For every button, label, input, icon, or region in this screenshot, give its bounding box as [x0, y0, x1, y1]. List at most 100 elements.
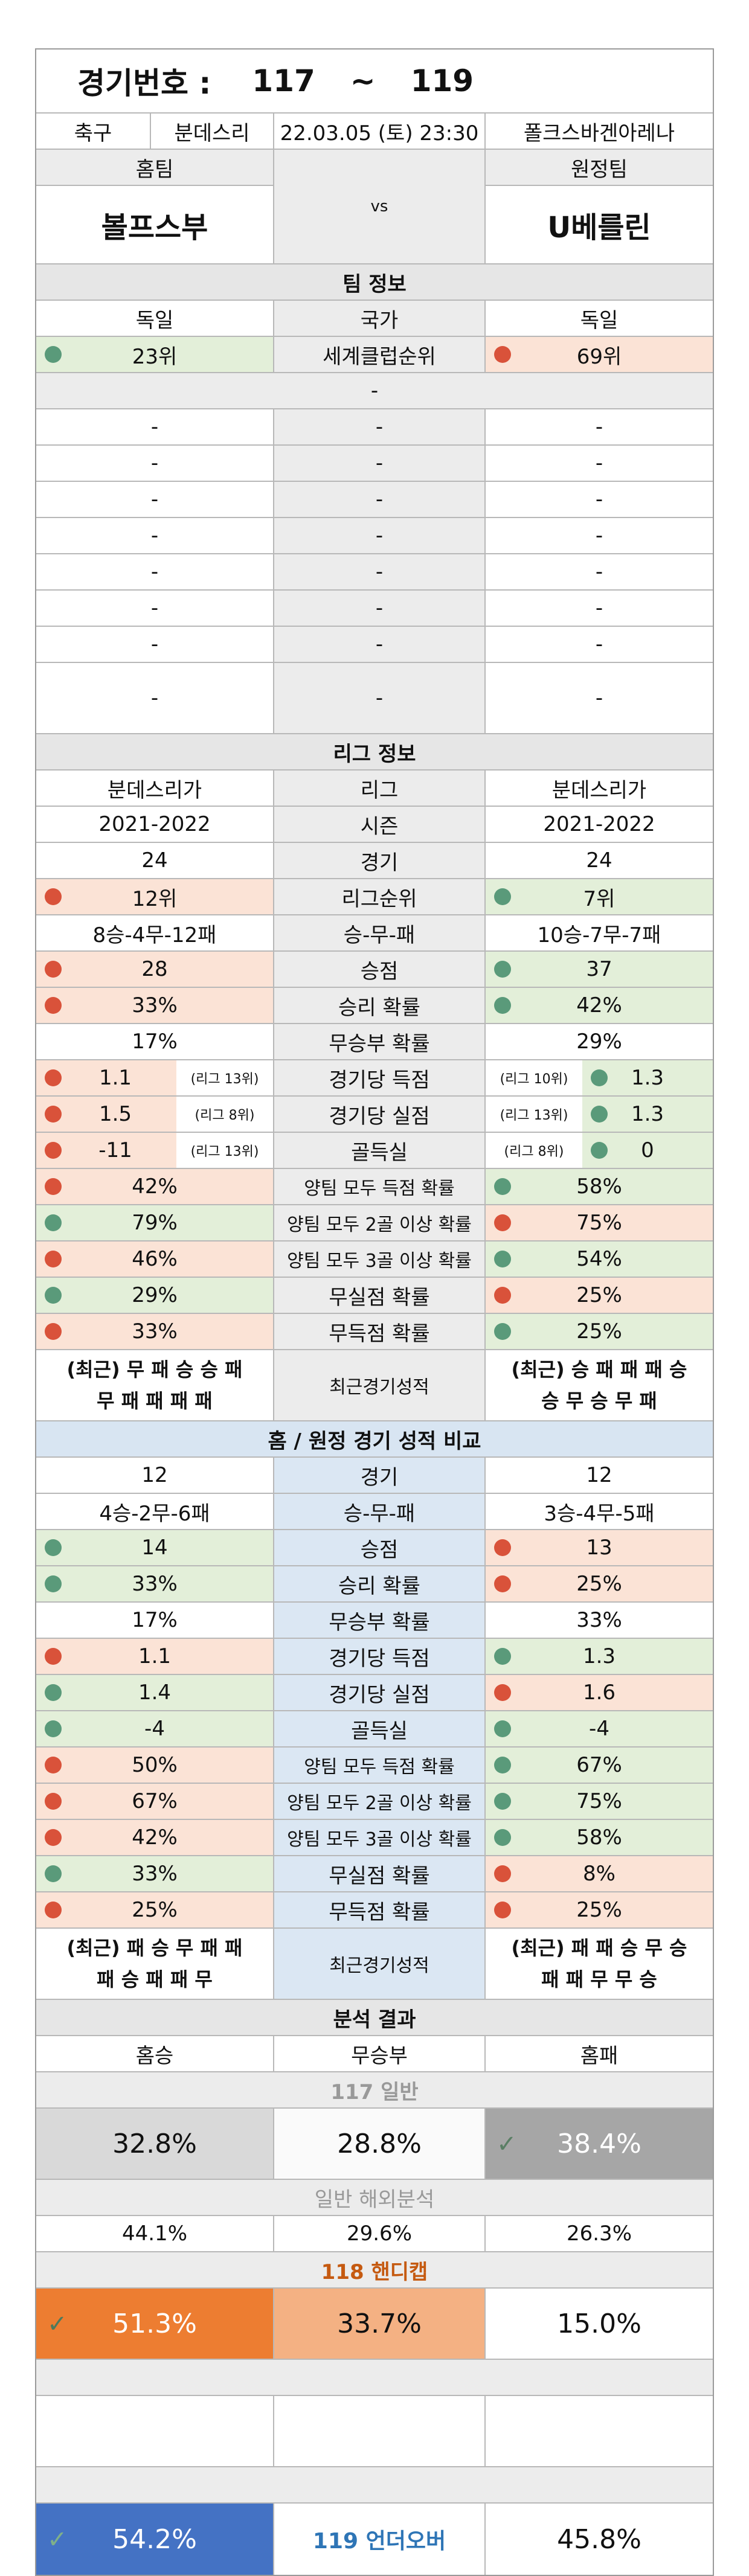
- status-dot: [494, 1757, 511, 1773]
- away-value: -: [595, 451, 603, 475]
- home-value: 12: [141, 1463, 168, 1487]
- away-value: 7위: [583, 886, 616, 911]
- home-team-label: 홈팀: [36, 150, 273, 186]
- match-number-header: 경기번호 : 117 ~ 119: [36, 50, 713, 114]
- home-loss-label: 홈패: [580, 2043, 619, 2068]
- stat-row: 1.5 (리그 8위) 경기당 실점 (리그 13위) 1.3: [36, 1097, 713, 1133]
- underover-title: 119 언더오버: [274, 2504, 486, 2575]
- home-value: 1.1: [138, 1644, 172, 1668]
- stat-row: 33% 무득점 확률 25%: [36, 1314, 713, 1350]
- teams-block: 홈팀 볼프스부 vs 원정팀 U베를린: [36, 150, 713, 264]
- sport: 축구: [36, 114, 151, 149]
- home-value: -: [36, 663, 274, 733]
- general-home-pct: 32.8%: [36, 2109, 274, 2179]
- row-label: 경기: [274, 1458, 486, 1493]
- status-dot: [45, 1648, 62, 1665]
- home-value: 12위: [132, 886, 178, 911]
- home-value: 50%: [132, 1753, 178, 1777]
- away-value: 8%: [583, 1862, 616, 1886]
- status-dot: [494, 1323, 511, 1340]
- away-value: -: [595, 596, 603, 620]
- stat-row: 17% 무승부 확률 33%: [36, 1603, 713, 1639]
- status-dot: [494, 1829, 511, 1846]
- overseas-draw-pct: 29.6%: [274, 2216, 486, 2251]
- overseas-title-row: 일반 해외분석: [36, 2180, 713, 2216]
- status-dot: [45, 1865, 62, 1882]
- overseas-title: 일반 해외분석: [36, 2180, 713, 2215]
- overseas-home-pct: 44.1%: [36, 2216, 274, 2251]
- home-country: 독일: [36, 301, 274, 336]
- row-label: 승점: [274, 952, 486, 987]
- row-label: 양팀 모두 3골 이상 확률: [274, 1242, 486, 1277]
- world-rank-label: 세계클럽순위: [274, 337, 486, 372]
- row-label: -: [274, 518, 486, 553]
- section-title: 리그 정보: [36, 734, 713, 769]
- match-number-from: 117: [252, 63, 315, 98]
- away-value: -: [595, 632, 603, 656]
- row-label: 경기: [274, 843, 486, 878]
- stat-row: 50% 양팀 모두 득점 확률 67%: [36, 1748, 713, 1784]
- status-dot: [45, 1902, 62, 1918]
- venue: 폴크스바겐아레나: [523, 121, 675, 146]
- row-label: 경기당 득점: [274, 1639, 486, 1674]
- status-dot: [591, 1142, 608, 1159]
- stat-row: 42% 양팀 모두 3골 이상 확률 58%: [36, 1820, 713, 1856]
- row-label: 양팀 모두 득점 확률: [274, 1748, 486, 1783]
- away-value: 75%: [576, 1211, 622, 1235]
- row-label: 무실점 확률: [274, 1856, 486, 1891]
- status-dot: [45, 1757, 62, 1773]
- underover-spacer-row: [36, 2360, 713, 2396]
- home-league-rank: (리그 13위): [176, 1133, 273, 1168]
- status-dot: [591, 1106, 608, 1123]
- home-value: -: [36, 518, 274, 553]
- away-value: 1.6: [582, 1680, 616, 1705]
- away-value: 0: [641, 1138, 654, 1162]
- row-label: 골득실: [274, 1711, 486, 1746]
- status-dot: [45, 1575, 62, 1592]
- home-value: -: [36, 482, 274, 517]
- homeaway-rows: 12 경기 12 4승-2무-6패 승-무-패 3승-4무-5패 14 승점 13 33% 승리 확…: [36, 1458, 713, 1929]
- match-datetime: 22.03.05 (토) 23:30: [274, 114, 486, 149]
- blank-row: ---: [36, 446, 713, 482]
- away-value: 25%: [576, 1898, 622, 1922]
- away-recent-line1: (최근) 승 패 패 패 승: [511, 1358, 687, 1381]
- status-dot: [494, 1575, 511, 1592]
- status-dot: [494, 1648, 511, 1665]
- home-value: 4승-2무-6패: [99, 1501, 210, 1526]
- away-recent-line1: (최근) 패 패 승 무 승: [511, 1937, 687, 1959]
- stat-row: 46% 양팀 모두 3골 이상 확률 54%: [36, 1242, 713, 1278]
- general-row: 32.8% 28.8% ✓ 38.4%: [36, 2109, 713, 2180]
- status-dot: [45, 346, 62, 363]
- general-title: 117 일반: [36, 2072, 713, 2107]
- dash-bar-row: -: [36, 373, 713, 409]
- status-dot: [45, 1142, 62, 1159]
- row-label: 리그순위: [274, 879, 486, 914]
- home-value: -: [36, 409, 274, 444]
- row-label: 무승부 확률: [274, 1603, 486, 1638]
- stat-row: 2021-2022 시즌 2021-2022: [36, 807, 713, 843]
- home-value: -4: [144, 1717, 165, 1741]
- home-value: 1.1: [98, 1066, 132, 1090]
- status-dot: [494, 1720, 511, 1737]
- status-dot: [494, 888, 511, 905]
- away-value: 3승-4무-5패: [544, 1501, 655, 1526]
- stat-row: 14 승점 13: [36, 1530, 713, 1566]
- home-value: 2021-2022: [98, 812, 211, 836]
- home-value: 46%: [132, 1247, 178, 1271]
- away-value: -: [595, 524, 603, 548]
- away-value: 58%: [576, 1174, 622, 1199]
- stat-row: 4승-2무-6패 승-무-패 3승-4무-5패: [36, 1494, 713, 1530]
- home-value: 28: [141, 957, 168, 981]
- home-league-rank: (리그 13위): [176, 1060, 273, 1095]
- status-dot: [45, 1106, 62, 1123]
- stat-row: 24 경기 24: [36, 843, 713, 879]
- home-value: 14: [141, 1536, 168, 1560]
- status-dot: [45, 888, 62, 905]
- away-value: 67%: [576, 1753, 622, 1777]
- stat-row: -11 (리그 13위) 골득실 (리그 8위) 0: [36, 1133, 713, 1169]
- away-value: -: [595, 487, 603, 511]
- away-value: 24: [586, 848, 612, 873]
- match-number-to: 119: [410, 63, 474, 98]
- away-value: 2021-2022: [543, 812, 655, 836]
- away-value: 75%: [576, 1789, 622, 1813]
